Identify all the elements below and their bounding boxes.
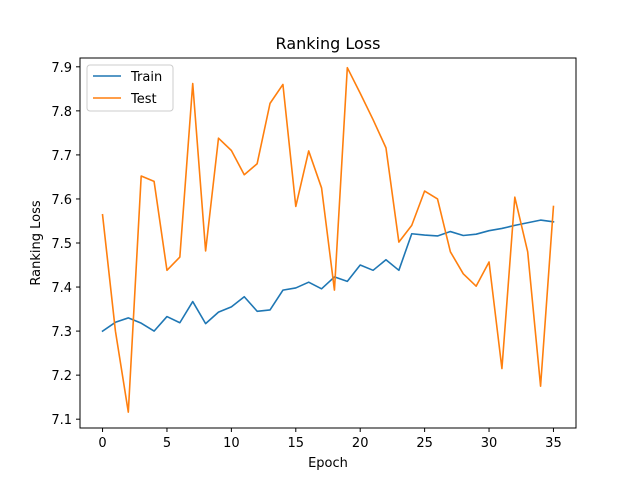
x-tick-label: 5 — [163, 436, 171, 451]
series-layer — [101, 66, 555, 413]
y-tick-label: 7.2 — [51, 369, 72, 384]
legend: Train Test — [86, 64, 174, 112]
y-tick-label: 7.3 — [51, 325, 72, 340]
x-tick-label: 10 — [223, 436, 240, 451]
x-tick-label: 15 — [288, 436, 305, 451]
x-tick-label: 30 — [481, 436, 498, 451]
y-tick-label: 7.5 — [51, 237, 72, 252]
x-tick-label: 0 — [98, 436, 106, 451]
y-axis: 7.1 7.2 7.3 7.4 7.5 7.6 7.7 7.8 7.9 — [51, 61, 80, 428]
y-tick-label: 7.8 — [51, 105, 72, 120]
x-axis: 0 5 10 15 20 25 30 35 — [98, 428, 562, 451]
y-tick-label: 7.9 — [51, 61, 72, 76]
y-tick-label: 7.4 — [51, 281, 72, 296]
x-tick-label: 25 — [416, 436, 433, 451]
x-tick-label: 35 — [545, 436, 562, 451]
y-tick-label: 7.7 — [51, 149, 72, 164]
series-line-test — [101, 66, 555, 413]
series-line-train — [101, 219, 555, 333]
y-axis-title: Ranking Loss — [29, 200, 44, 285]
y-tick-label: 7.6 — [51, 193, 72, 208]
chart-title: Ranking Loss — [276, 34, 381, 53]
x-tick-label: 20 — [352, 436, 369, 451]
legend-label-test: Test — [130, 92, 157, 107]
legend-label-train: Train — [130, 70, 162, 85]
y-tick-label: 7.1 — [51, 413, 72, 428]
x-axis-title: Epoch — [308, 456, 348, 471]
